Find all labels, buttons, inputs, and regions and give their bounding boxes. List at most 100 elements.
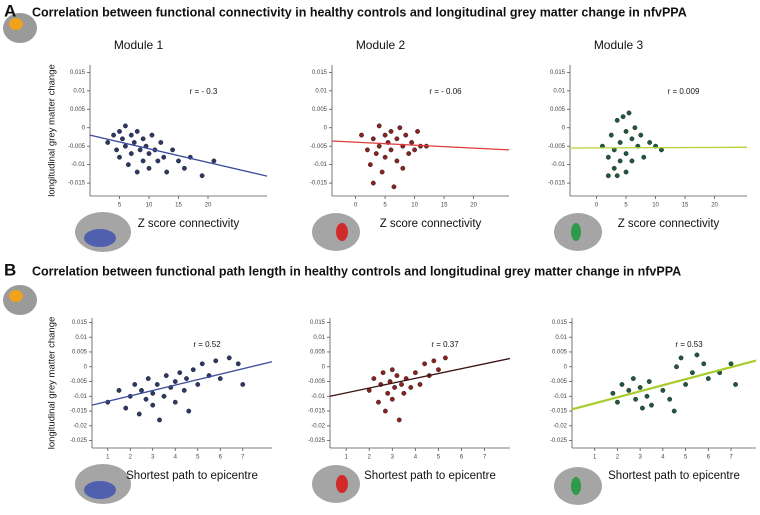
point (235, 361, 241, 367)
point (649, 402, 654, 408)
point (694, 352, 700, 358)
y-tick-label: -0.01 (551, 162, 565, 168)
y-tick-label: -0.01 (311, 394, 325, 400)
point (382, 154, 388, 160)
point (172, 379, 178, 384)
panel-title: Correlation between functional path leng… (32, 264, 681, 278)
point (388, 129, 394, 134)
x-tick-label: 0 (595, 203, 599, 209)
point (620, 114, 626, 120)
point (140, 158, 146, 164)
annotation: r = - 0.3 (190, 87, 218, 96)
x-tick-label: 10 (411, 203, 418, 209)
point (614, 117, 620, 123)
point (143, 396, 149, 402)
point (376, 399, 381, 405)
point (199, 361, 205, 367)
point (733, 382, 738, 387)
point (157, 417, 162, 423)
y-tick-label: 0.015 (72, 320, 88, 326)
y-tick-label: -0.005 (68, 144, 86, 150)
point (125, 162, 131, 168)
y-tick-label: 0.01 (553, 88, 565, 94)
y-tick-label: 0.01 (555, 335, 567, 341)
brain-highlight (9, 290, 23, 302)
point (605, 154, 611, 160)
y-tick-label: -0.015 (310, 181, 328, 187)
point (120, 136, 125, 142)
point (161, 154, 167, 160)
point (640, 405, 645, 411)
point (689, 370, 695, 376)
point (396, 417, 402, 423)
point (211, 158, 217, 164)
fit-line (89, 134, 268, 177)
brain-highlight (84, 229, 116, 247)
x-tick-label: 15 (175, 203, 182, 209)
point (123, 143, 128, 149)
point (364, 147, 370, 153)
y-tick-label: -0.02 (73, 423, 87, 429)
point (436, 367, 441, 373)
point (392, 385, 398, 390)
panel-letter: A (4, 1, 16, 20)
y-tick-label: -0.01 (71, 162, 85, 168)
point (678, 355, 684, 361)
x-axis-label: Shortest path to epicentre (364, 470, 496, 482)
x-tick-label: 20 (470, 203, 477, 209)
y-tick-label: -0.02 (311, 423, 325, 429)
y-tick-label: -0.015 (550, 409, 568, 415)
point (370, 136, 376, 142)
point (630, 376, 636, 381)
annotation: r = 0.53 (675, 340, 703, 349)
point (380, 370, 386, 376)
point (184, 376, 189, 381)
point (701, 361, 707, 367)
y-tick-label: -0.02 (553, 423, 567, 429)
x-tick-label: 3 (151, 455, 155, 461)
x-tick-label: 6 (707, 455, 711, 461)
x-tick-label: 2 (129, 455, 133, 461)
point (647, 140, 653, 145)
point (111, 132, 117, 138)
y-tick-label: 0.015 (550, 70, 566, 76)
x-tick-label: 5 (196, 455, 200, 461)
point (217, 376, 223, 381)
point (615, 399, 620, 405)
x-axis-label: Shortest path to epicentre (126, 470, 258, 482)
brain-highlight (571, 477, 581, 495)
point (145, 376, 151, 381)
point (623, 169, 629, 175)
x-tick-label: 4 (661, 455, 665, 461)
y-tick-label: 0.01 (73, 88, 85, 94)
point (406, 151, 412, 156)
y-tick-label: -0.025 (308, 438, 326, 444)
annotation: r = 0.37 (431, 340, 459, 349)
fit-line (329, 357, 511, 397)
x-tick-label: 3 (638, 455, 642, 461)
point (394, 373, 400, 379)
fit-line (331, 140, 510, 151)
point (186, 408, 192, 414)
point (412, 370, 418, 376)
y-tick-label: -0.025 (550, 438, 568, 444)
point (195, 382, 201, 387)
y-tick-label: -0.005 (70, 379, 88, 385)
fit-line (91, 361, 273, 406)
point (611, 165, 617, 171)
point (614, 173, 620, 179)
brain-highlight (336, 223, 348, 241)
point (150, 402, 156, 408)
point (134, 169, 140, 175)
y-tick-label: 0 (322, 364, 326, 370)
point (117, 129, 122, 134)
point (391, 184, 397, 190)
brain-highlight (336, 475, 348, 493)
x-tick-label: 7 (483, 455, 487, 461)
y-tick-label: -0.015 (548, 181, 566, 187)
x-tick-label: 6 (460, 455, 464, 461)
point (623, 129, 629, 134)
y-tick-label: -0.015 (308, 409, 326, 415)
y-tick-label: 0.005 (550, 107, 566, 113)
point (161, 393, 167, 399)
